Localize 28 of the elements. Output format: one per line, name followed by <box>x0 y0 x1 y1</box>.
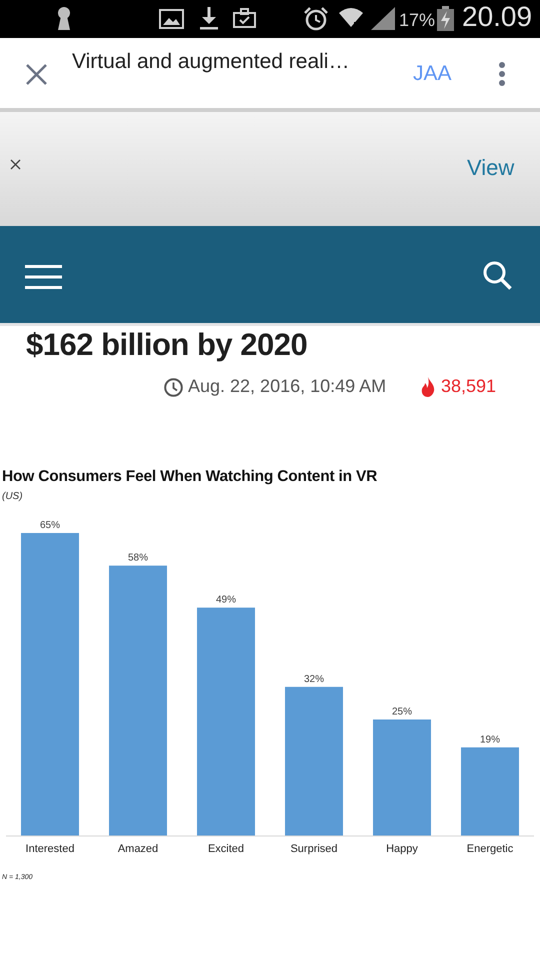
x-tick-label: Amazed <box>118 842 158 855</box>
text: Aug. 22, 2016, 10:49 AM <box>188 376 386 397</box>
data-label: 32% <box>304 674 324 685</box>
bar <box>373 719 431 836</box>
chart-subtitle: (US) <box>2 491 23 502</box>
text: JAA <box>413 62 452 86</box>
text: 38,591 <box>441 376 496 397</box>
data-label: 65% <box>40 520 60 531</box>
x-tick-label: Happy <box>386 842 418 855</box>
data-label: 58% <box>128 552 148 564</box>
x-tick-label: Excited <box>208 842 244 855</box>
bar <box>109 566 167 836</box>
x-tick-label: Energetic <box>466 842 514 855</box>
x-tick-label: Surprised <box>290 842 338 855</box>
chart-title: How Consumers Feel When Watching Content in VR <box>2 468 378 486</box>
bar <box>197 608 255 836</box>
text: $162 billion by 2020 <box>26 327 308 363</box>
text: View <box>467 155 514 180</box>
x-tick-label: Interested <box>26 842 74 855</box>
text: 17% <box>399 10 436 31</box>
bar <box>285 686 343 836</box>
text: 20.09 <box>462 1 532 34</box>
data-label: 19% <box>480 734 500 746</box>
text: Virtual and augmented reali… <box>72 50 350 74</box>
data-label: 25% <box>392 706 412 718</box>
data-label: 49% <box>216 594 236 606</box>
bar <box>461 747 519 836</box>
bar <box>21 533 79 836</box>
